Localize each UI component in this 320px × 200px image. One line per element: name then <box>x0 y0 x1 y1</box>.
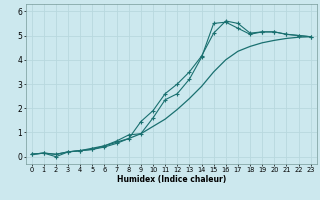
X-axis label: Humidex (Indice chaleur): Humidex (Indice chaleur) <box>116 175 226 184</box>
